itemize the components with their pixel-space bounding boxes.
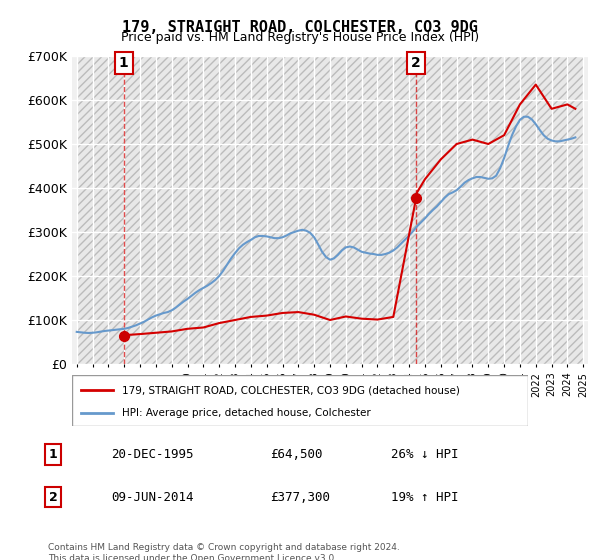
Text: 2: 2 — [49, 491, 58, 503]
Text: 1: 1 — [119, 56, 128, 70]
Text: 09-JUN-2014: 09-JUN-2014 — [112, 491, 194, 503]
Text: 19% ↑ HPI: 19% ↑ HPI — [391, 491, 459, 503]
Text: 1: 1 — [49, 448, 58, 461]
Text: 26% ↓ HPI: 26% ↓ HPI — [391, 448, 459, 461]
Text: HPI: Average price, detached house, Colchester: HPI: Average price, detached house, Colc… — [122, 408, 371, 418]
Text: Contains HM Land Registry data © Crown copyright and database right 2024.
This d: Contains HM Land Registry data © Crown c… — [48, 543, 400, 560]
FancyBboxPatch shape — [72, 375, 528, 426]
Text: £64,500: £64,500 — [270, 448, 322, 461]
Text: 179, STRAIGHT ROAD, COLCHESTER, CO3 9DG (detached house): 179, STRAIGHT ROAD, COLCHESTER, CO3 9DG … — [122, 385, 460, 395]
Text: 179, STRAIGHT ROAD, COLCHESTER, CO3 9DG: 179, STRAIGHT ROAD, COLCHESTER, CO3 9DG — [122, 20, 478, 35]
Text: £377,300: £377,300 — [270, 491, 330, 503]
Text: Price paid vs. HM Land Registry's House Price Index (HPI): Price paid vs. HM Land Registry's House … — [121, 31, 479, 44]
Text: 20-DEC-1995: 20-DEC-1995 — [112, 448, 194, 461]
Text: 2: 2 — [411, 56, 421, 70]
